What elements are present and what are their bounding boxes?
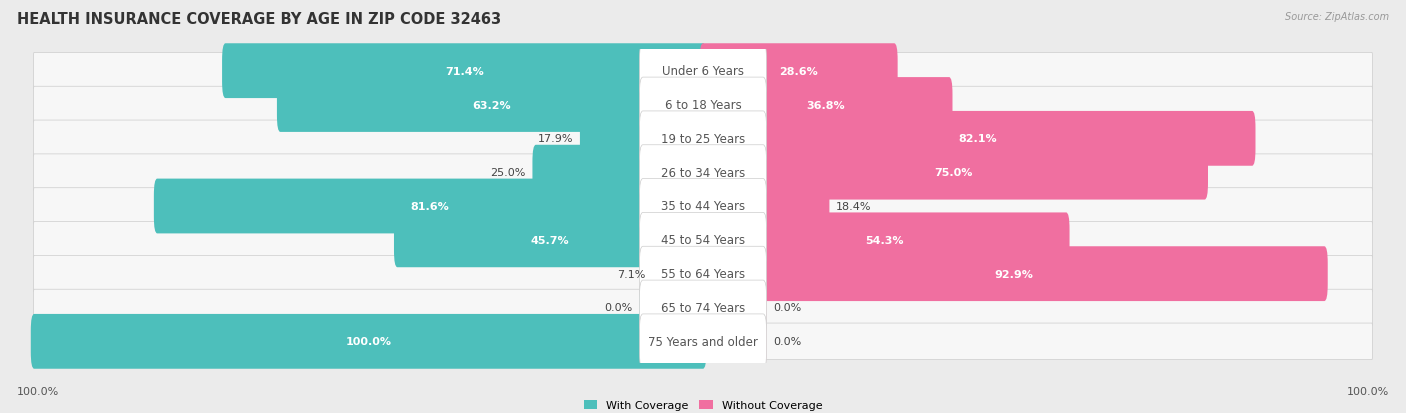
FancyBboxPatch shape [34,256,1372,292]
Text: 100.0%: 100.0% [346,337,391,347]
Text: 17.9%: 17.9% [537,134,574,144]
FancyBboxPatch shape [34,323,1372,360]
FancyBboxPatch shape [153,179,706,234]
FancyBboxPatch shape [394,213,706,268]
Text: 45 to 54 Years: 45 to 54 Years [661,234,745,247]
FancyBboxPatch shape [533,145,706,200]
Text: 19 to 25 Years: 19 to 25 Years [661,133,745,145]
Text: 54.3%: 54.3% [865,235,904,245]
Text: 26 to 34 Years: 26 to 34 Years [661,166,745,179]
FancyBboxPatch shape [700,145,1208,200]
FancyBboxPatch shape [640,247,766,301]
Text: 100.0%: 100.0% [17,387,59,396]
Text: 75.0%: 75.0% [935,168,973,178]
Text: 6 to 18 Years: 6 to 18 Years [665,99,741,112]
FancyBboxPatch shape [640,44,766,99]
FancyBboxPatch shape [700,247,1327,301]
FancyBboxPatch shape [579,112,706,166]
Text: 0.0%: 0.0% [773,337,801,347]
Text: 92.9%: 92.9% [994,269,1033,279]
FancyBboxPatch shape [34,222,1372,259]
Text: 65 to 74 Years: 65 to 74 Years [661,301,745,314]
Text: 36.8%: 36.8% [807,100,845,110]
FancyBboxPatch shape [700,112,1256,166]
FancyBboxPatch shape [700,179,830,234]
FancyBboxPatch shape [34,87,1372,123]
FancyBboxPatch shape [700,280,766,335]
Text: 35 to 44 Years: 35 to 44 Years [661,200,745,213]
FancyBboxPatch shape [34,53,1372,90]
Text: HEALTH INSURANCE COVERAGE BY AGE IN ZIP CODE 32463: HEALTH INSURANCE COVERAGE BY AGE IN ZIP … [17,12,501,27]
FancyBboxPatch shape [700,213,1070,268]
FancyBboxPatch shape [34,290,1372,326]
FancyBboxPatch shape [640,280,706,335]
Text: 75 Years and older: 75 Years and older [648,335,758,348]
Text: 82.1%: 82.1% [959,134,997,144]
FancyBboxPatch shape [700,44,897,99]
Text: Source: ZipAtlas.com: Source: ZipAtlas.com [1285,12,1389,22]
Text: Under 6 Years: Under 6 Years [662,65,744,78]
FancyBboxPatch shape [700,78,952,133]
Text: 0.0%: 0.0% [773,303,801,313]
Text: 63.2%: 63.2% [472,100,510,110]
FancyBboxPatch shape [640,213,766,268]
FancyBboxPatch shape [640,112,766,166]
Text: 100.0%: 100.0% [1347,387,1389,396]
Text: 0.0%: 0.0% [605,303,633,313]
FancyBboxPatch shape [34,121,1372,157]
Text: 71.4%: 71.4% [444,66,484,76]
FancyBboxPatch shape [640,145,766,200]
FancyBboxPatch shape [640,314,766,369]
Text: 81.6%: 81.6% [411,202,450,211]
Text: 18.4%: 18.4% [837,202,872,211]
FancyBboxPatch shape [34,188,1372,225]
Text: 55 to 64 Years: 55 to 64 Years [661,268,745,280]
FancyBboxPatch shape [700,314,766,369]
Text: 25.0%: 25.0% [491,168,526,178]
FancyBboxPatch shape [222,44,706,99]
Text: 28.6%: 28.6% [779,66,818,76]
FancyBboxPatch shape [640,280,766,335]
FancyBboxPatch shape [34,154,1372,191]
Text: 45.7%: 45.7% [531,235,569,245]
FancyBboxPatch shape [277,78,706,133]
FancyBboxPatch shape [652,247,706,301]
FancyBboxPatch shape [640,179,766,234]
FancyBboxPatch shape [31,314,706,369]
FancyBboxPatch shape [640,78,766,133]
Legend: With Coverage, Without Coverage: With Coverage, Without Coverage [579,395,827,413]
Text: 7.1%: 7.1% [617,269,645,279]
